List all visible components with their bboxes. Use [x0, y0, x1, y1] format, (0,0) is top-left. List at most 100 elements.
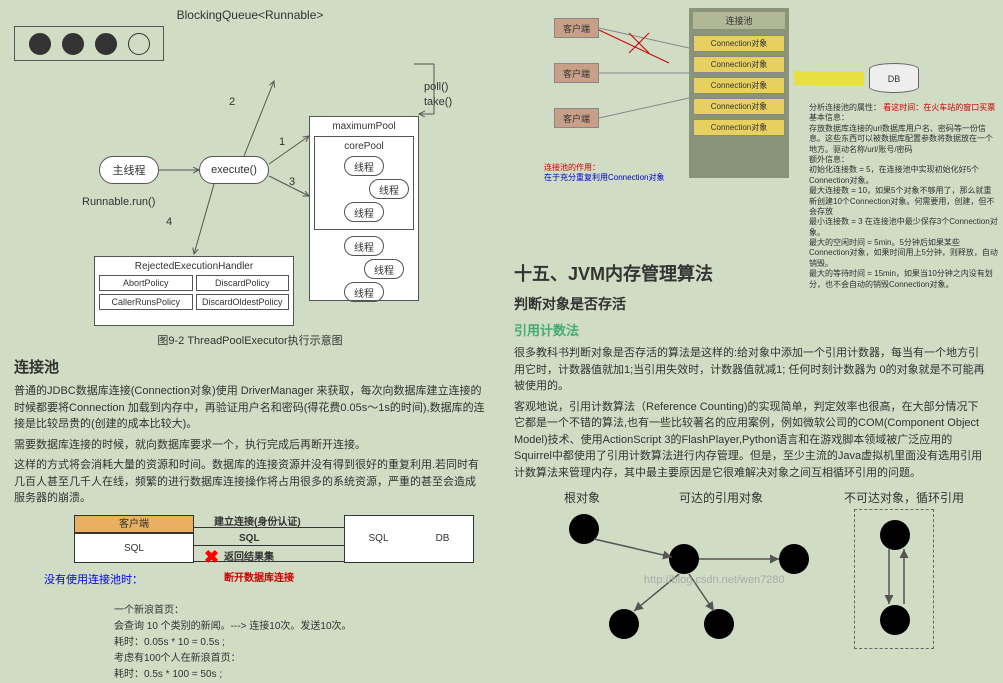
- pool-header: 连接池: [693, 12, 785, 29]
- pool-heading: 连接池: [14, 356, 486, 377]
- runnable-label: Runnable.run(): [82, 196, 155, 208]
- gc-node: [669, 544, 699, 574]
- threadpool-diagram: poll() take() 主线程 execute() Runnable.run…: [14, 26, 486, 326]
- reachable-label: 可达的引用对象: [679, 489, 763, 506]
- execute-box: execute(): [199, 156, 269, 184]
- gc-node: [704, 609, 734, 639]
- corepool-title: corePool: [319, 141, 409, 152]
- disconnect-label: 断开数据库连接: [224, 569, 294, 584]
- para: 需要数据库连接的时候，就向数据库要求一个，执行完成后再断开连接。: [14, 437, 486, 454]
- alive-heading: 判断对象是否存活: [514, 294, 989, 314]
- thread-box: 线程: [344, 282, 384, 302]
- thread-box: 线程: [344, 156, 384, 176]
- thread-box: 线程: [369, 179, 409, 199]
- line: [194, 527, 344, 528]
- unreach-label: 不可达对象，循环引用: [844, 489, 964, 506]
- client-body: SQL: [74, 533, 194, 563]
- tiny-line: 最大的等待时间 = 15min，如果当10分钟之内没有划分，也不会自动的销毁Co…: [809, 269, 993, 288]
- gc-diagram: 根对象 可达的引用对象 不可达对象，循环引用 http://blog.csdn.…: [514, 489, 989, 659]
- conn-obj: Connection对象: [693, 119, 785, 136]
- reject-handler: RejectedExecutionHandler AbortPolicy Dis…: [94, 256, 294, 326]
- db-sql: SQL: [369, 533, 389, 544]
- note-line: 会查询 10 个类别的新闻。---> 连接10次。发送10次。: [114, 619, 486, 635]
- core-pool: corePool 线程 线程 线程: [314, 136, 414, 230]
- policy-box: AbortPolicy: [99, 275, 193, 291]
- tiny-line: 存放数据库连接的url数据库用户名、密码等一份信息。这些东西可以被数据库配置参数…: [809, 124, 993, 154]
- db-cylinder: DB: [869, 63, 919, 93]
- thread-box: 线程: [344, 202, 384, 222]
- analysis-block: 分析连接池的属性： 看这时间：在火车站的窗口买票 基本信息： 存放数据库连接的u…: [809, 103, 999, 290]
- thread-box: 线程: [364, 259, 404, 279]
- conn-obj: Connection对象: [693, 98, 785, 115]
- queue-item: [62, 33, 84, 55]
- num-1: 1: [279, 136, 285, 148]
- policy-box: DiscardOldestPolicy: [196, 294, 290, 310]
- root-label: 根对象: [564, 489, 600, 506]
- client-box: 客户端: [554, 63, 599, 83]
- num-4: 4: [166, 216, 172, 228]
- policy-box: CallerRunsPolicy: [99, 294, 193, 310]
- diagram-caption: 图9-2 ThreadPoolExecutor执行示意图: [14, 332, 486, 348]
- note-line: 一个新浪首页：: [114, 603, 486, 619]
- pool-effect-block: 连接池的作用： 在于充分重复利用Connection对象: [544, 163, 664, 184]
- main-thread-box: 主线程: [99, 156, 159, 184]
- db-box: SQL DB: [344, 515, 474, 563]
- blocking-queue: [14, 26, 164, 61]
- conn-obj: Connection对象: [693, 56, 785, 73]
- yellow-arrow-icon: [794, 71, 864, 85]
- conn-obj: Connection对象: [693, 77, 785, 94]
- refcount-heading: 引用计数法: [514, 320, 989, 339]
- queue-item: [128, 33, 150, 55]
- client-box: 客户端: [554, 108, 599, 128]
- queue-title: BlockingQueue<Runnable>: [14, 8, 486, 22]
- tiny-line: 最大的空闲时间 = 5min。5分钟后如果某些Connection对象，如果时间…: [809, 238, 998, 268]
- gc-node: [880, 520, 910, 550]
- gc-node: [880, 605, 910, 635]
- db-label: DB: [436, 533, 450, 544]
- establish-label: 建立连接(身份认证): [214, 513, 301, 528]
- para: 普通的JDBC数据库连接(Connection对象)使用 DriverManag…: [14, 383, 486, 433]
- tiny-line: 最小连接数 = 3 在连接池中最少保存3个Connection对象。: [809, 217, 998, 236]
- thread-box: 线程: [344, 236, 384, 256]
- maxpool-title: maximumPool: [314, 121, 414, 132]
- tiny-line: 初始化连接数 = 5，在连接池中实现初始化好5个Connection对象。: [809, 165, 979, 184]
- tiny-h: 基本信息：: [809, 113, 849, 122]
- para: 这样的方式将会消耗大量的资源和时间。数据库的连接资源并没有得到很好的重复利用.若…: [14, 457, 486, 507]
- client-box: 客户端: [554, 18, 599, 38]
- left-column: BlockingQueue<Runnable> poll() take() 主线…: [0, 0, 500, 652]
- analysis-text: 看这时间：在火车站的窗口买票: [883, 103, 995, 112]
- note-line: 耗时：0.5s * 100 = 50s ;: [114, 667, 486, 683]
- analysis-heading: 分析连接池的属性：: [809, 103, 881, 112]
- policy-box: DiscardPolicy: [196, 275, 290, 291]
- gc-node: [779, 544, 809, 574]
- effect-text: 在于充分重复利用Connection对象: [544, 173, 664, 182]
- take-label: take(): [424, 96, 452, 108]
- gc-node: [569, 514, 599, 544]
- pool-container: 连接池 Connection对象 Connection对象 Connection…: [689, 8, 789, 178]
- tiny-line: 最大连接数 = 10，如果5个对象不够用了，那么就重新创建10个Connecti…: [809, 186, 994, 216]
- tiny-h: 额外信息：: [809, 155, 849, 164]
- notes-block: 一个新浪首页： 会查询 10 个类别的新闻。---> 连接10次。发送10次。 …: [114, 603, 486, 683]
- reject-title: RejectedExecutionHandler: [99, 261, 289, 272]
- queue-item: [29, 33, 51, 55]
- para: 客观地说，引用计数算法（Reference Counting)的实现简单，判定效…: [514, 399, 989, 482]
- line: [194, 545, 344, 546]
- pool-diagram: 客户端 客户端 客户端 连接池 Connection对象 Connection对…: [514, 8, 989, 198]
- unreach-box: [854, 509, 934, 649]
- conn-obj: Connection对象: [693, 35, 785, 52]
- watermark: http://blog.csdn.net/wen7280: [644, 574, 785, 586]
- para: 很多教科书判断对象是否存活的算法是这样的:给对象中添加一个引用计数器，每当有一个…: [514, 345, 989, 395]
- connection-diagram: 客户端 SQL SQL DB 建立连接(身份认证) SQL 返回结果集 ✖ 断开…: [14, 515, 486, 595]
- client-header: 客户端: [74, 515, 194, 533]
- effect-heading: 连接池的作用：: [544, 163, 600, 172]
- max-pool: maximumPool corePool 线程 线程 线程 线程 线程 线程: [309, 116, 419, 301]
- num-2: 2: [229, 96, 235, 108]
- right-column: 客户端 客户端 客户端 连接池 Connection对象 Connection对…: [500, 0, 1003, 652]
- num-3: 3: [289, 176, 295, 188]
- no-pool-label: 没有使用连接池时：: [44, 571, 143, 587]
- note-line: 耗时：0.05s * 10 = 0.5s ;: [114, 635, 486, 651]
- sql-label: SQL: [239, 533, 260, 544]
- note-line: 考虑有100个人在新浪首页：: [114, 651, 486, 667]
- red-x-icon: ✖: [204, 547, 219, 568]
- gc-node: [609, 609, 639, 639]
